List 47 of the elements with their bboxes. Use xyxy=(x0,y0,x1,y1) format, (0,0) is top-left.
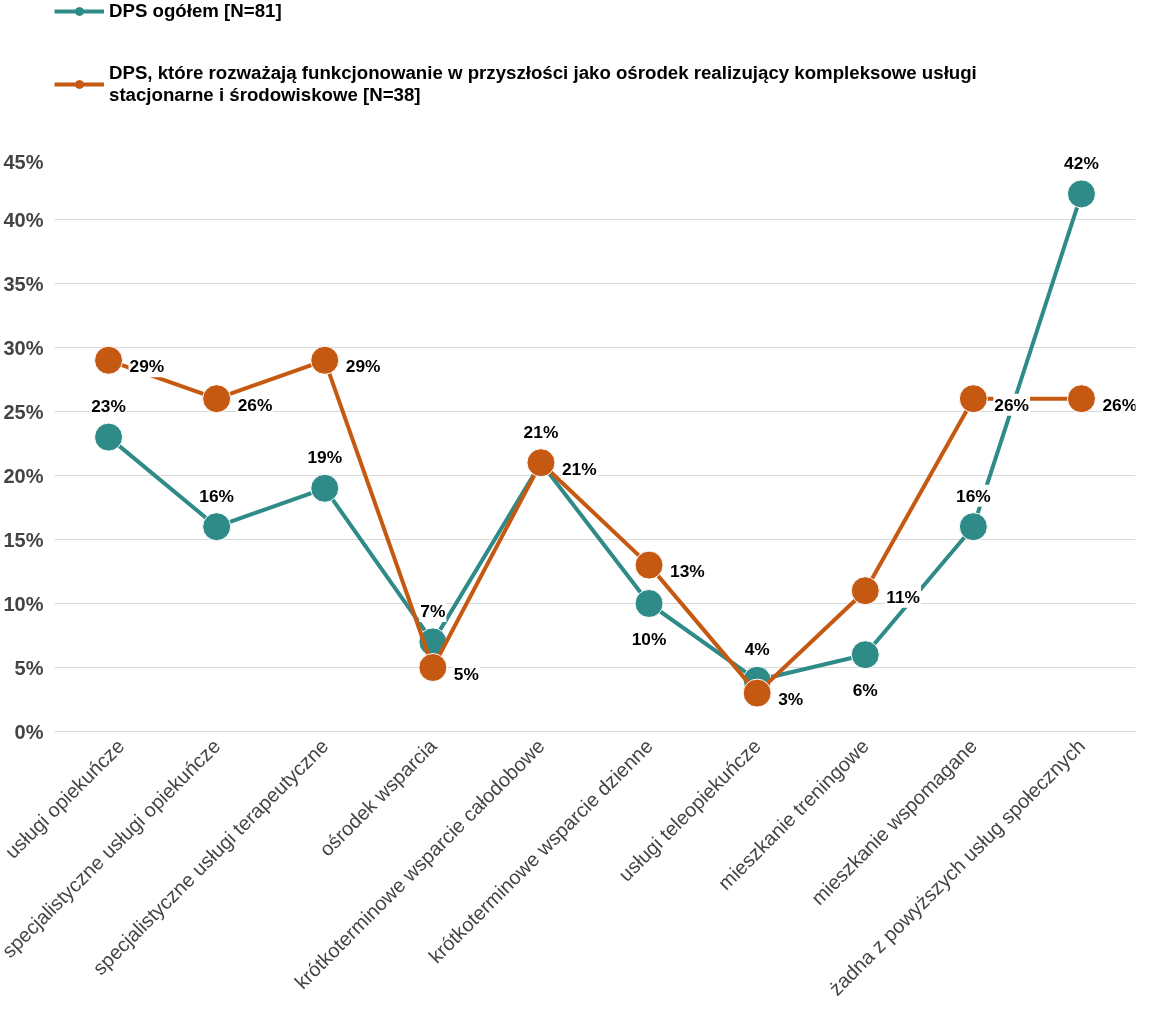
point xyxy=(418,653,448,682)
data-label: 10% xyxy=(631,628,667,649)
point xyxy=(958,512,988,542)
legend-label: DPS, które rozważają funkcjonowanie w przyszłości jako ośrodek realizujący kompleksowe usługi stacjonarne i środowiskowe [N=38] xyxy=(109,62,977,106)
data-label: 19% xyxy=(307,447,343,468)
y-tick-label: 25% xyxy=(3,400,44,423)
point xyxy=(310,473,340,503)
point xyxy=(1066,384,1096,414)
point xyxy=(310,345,340,375)
data-label: 26% xyxy=(994,394,1030,415)
y-tick-label: 5% xyxy=(14,656,44,679)
point xyxy=(742,678,772,708)
point xyxy=(1066,179,1096,209)
data-label: 29% xyxy=(129,356,165,377)
point xyxy=(634,589,664,618)
point xyxy=(958,384,988,414)
point xyxy=(850,576,880,606)
data-label: 26% xyxy=(237,394,273,415)
y-tick-label: 10% xyxy=(3,592,44,615)
data-label: 11% xyxy=(886,586,920,607)
y-tick-label: 15% xyxy=(3,528,44,551)
point xyxy=(202,512,232,542)
data-label: 5% xyxy=(453,663,479,684)
data-label: 7% xyxy=(420,600,446,621)
data-label: 29% xyxy=(345,356,381,377)
y-tick-label: 0% xyxy=(14,720,44,743)
point xyxy=(94,345,124,375)
data-label: 16% xyxy=(199,485,234,506)
data-label: 13% xyxy=(670,561,705,582)
data-label: 4% xyxy=(744,639,770,660)
y-tick-label: 35% xyxy=(3,272,44,295)
legend-label: DPS ogółem [N=81] xyxy=(109,0,282,22)
data-label: 6% xyxy=(852,679,878,700)
point xyxy=(202,384,232,414)
data-label: 21% xyxy=(561,458,597,479)
data-label: 3% xyxy=(778,689,804,710)
point xyxy=(850,640,880,670)
data-label: 16% xyxy=(956,485,991,506)
point xyxy=(94,422,124,452)
data-label: 21% xyxy=(523,421,559,442)
y-tick-label: 20% xyxy=(3,464,44,487)
y-tick-label: 45% xyxy=(3,150,44,173)
data-label: 23% xyxy=(91,396,126,417)
y-tick-label: 30% xyxy=(3,336,44,359)
y-tick-label: 40% xyxy=(3,208,44,231)
data-label: 42% xyxy=(1064,152,1099,173)
point xyxy=(634,550,664,580)
